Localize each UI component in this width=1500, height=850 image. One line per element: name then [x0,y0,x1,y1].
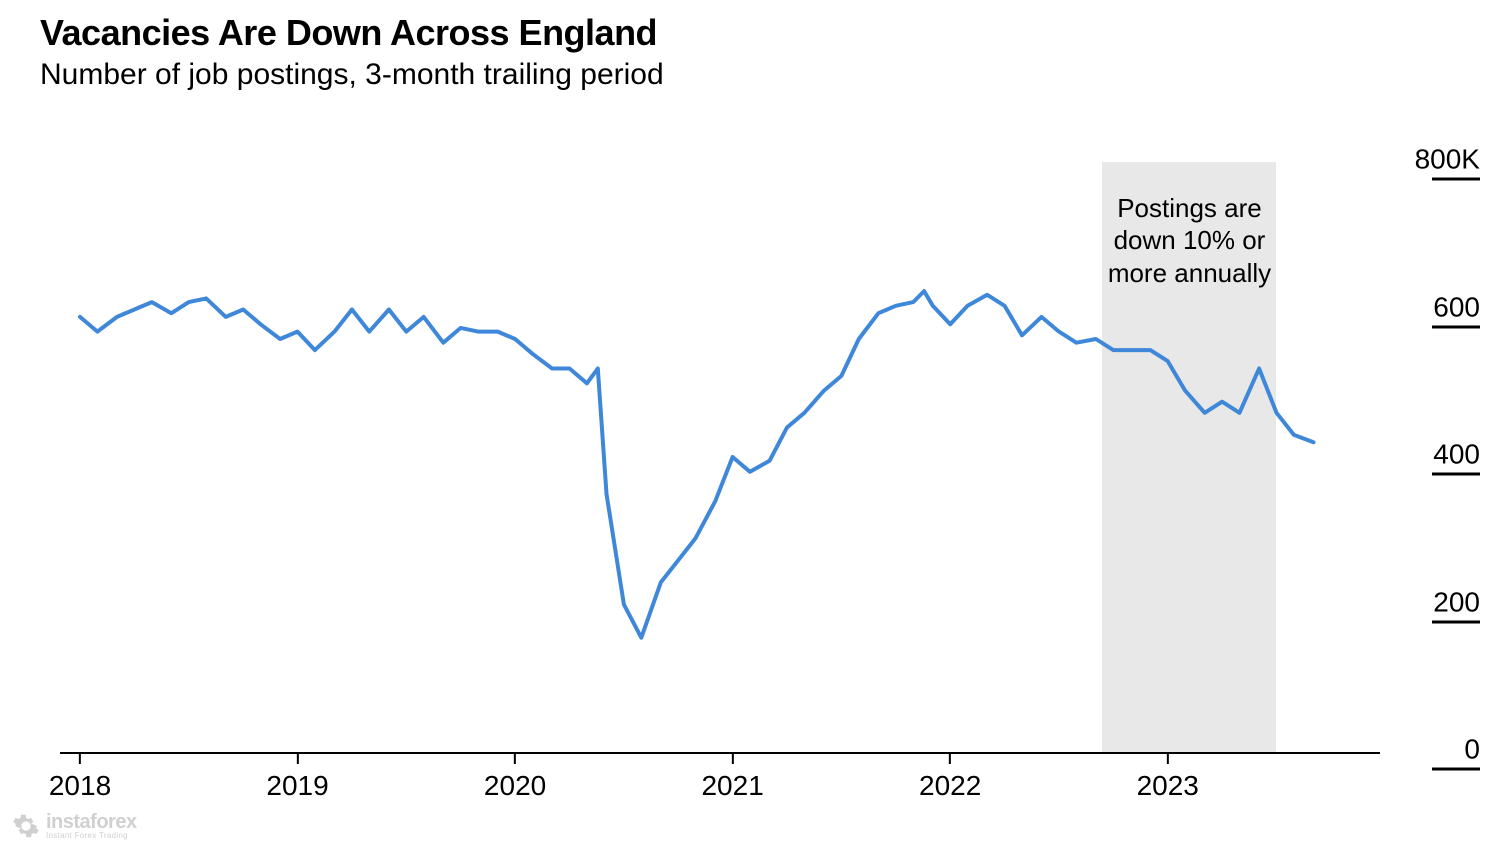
x-tick-mark [949,752,951,764]
x-tick-label: 2022 [919,770,981,802]
x-tick: 2020 [484,752,546,802]
x-axis: 201820192020202120222023 [80,752,1320,802]
chart-subtitle: Number of job postings, 3-month trailing… [40,58,1480,92]
x-tick: 2022 [919,752,981,802]
y-tick-label: 0 [1464,734,1480,766]
x-tick-mark [732,752,734,764]
x-tick-label: 2021 [701,770,763,802]
x-tick-mark [514,752,516,764]
y-tick: 600 [1432,291,1480,328]
y-tick-label: 200 [1433,586,1480,618]
x-tick: 2018 [49,752,111,802]
y-tick: 0 [1432,734,1480,771]
watermark: instaforex Instant Forex Trading [12,812,137,840]
x-tick-label: 2023 [1137,770,1199,802]
y-tick-mark [1432,620,1480,623]
plot-area: Postings aredown 10% ormore annually [80,162,1320,752]
x-tick-mark [1167,752,1169,764]
x-tick-mark [297,752,299,764]
watermark-gear-icon [12,812,40,840]
x-tick: 2021 [701,752,763,802]
x-tick-label: 2020 [484,770,546,802]
y-tick-mark [1432,325,1480,328]
x-tick-mark [79,752,81,764]
series-line [80,291,1314,638]
y-tick: 800K [1415,144,1480,181]
x-tick-label: 2019 [266,770,328,802]
y-tick-label: 600 [1433,291,1480,323]
chart-container: Vacancies Are Down Across England Number… [0,0,1500,850]
watermark-sub: Instant Forex Trading [46,832,137,840]
y-tick-mark [1432,473,1480,476]
y-tick-mark [1432,768,1480,771]
y-axis: 0200400600800K [1340,162,1480,752]
watermark-main: instaforex [46,812,137,832]
y-tick: 200 [1432,586,1480,623]
y-tick-label: 400 [1433,439,1480,471]
y-tick-mark [1432,178,1480,181]
chart-wrap: Postings aredown 10% ormore annually 0 20… [40,122,1480,802]
watermark-text: instaforex Instant Forex Trading [46,812,137,840]
y-tick-label: 800K [1415,144,1480,176]
x-tick: 2019 [266,752,328,802]
x-tick: 2023 [1137,752,1199,802]
y-tick: 400 [1432,439,1480,476]
chart-title: Vacancies Are Down Across England [40,12,1480,54]
line-chart-svg [80,162,1320,752]
x-tick-label: 2018 [49,770,111,802]
